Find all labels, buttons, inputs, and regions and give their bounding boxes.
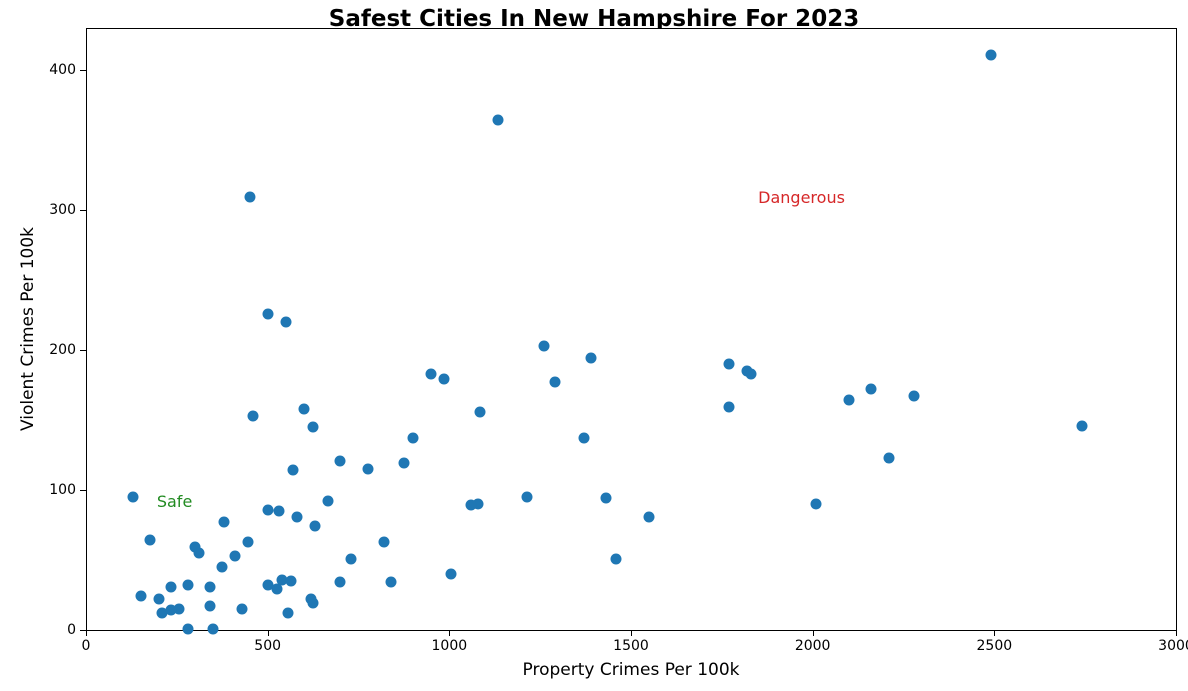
data-point [288,465,299,476]
data-point [280,317,291,328]
data-point [204,601,215,612]
annotation-label: Dangerous [758,188,845,207]
data-point [237,604,248,615]
data-point [549,377,560,388]
data-point [291,511,302,522]
x-tick-label: 1000 [432,638,468,654]
y-tick [80,630,86,631]
data-point [153,594,164,605]
y-tick [80,70,86,71]
data-point [398,458,409,469]
data-point [166,605,177,616]
data-point [378,536,389,547]
annotation-label: Safe [157,492,192,511]
data-point [217,562,228,573]
x-tick-label: 0 [82,638,91,654]
data-point [273,506,284,517]
x-tick-label: 2500 [977,638,1013,654]
data-point [299,403,310,414]
data-point [985,49,996,60]
data-point [248,410,259,421]
data-point [306,594,317,605]
data-point [844,395,855,406]
data-point [426,368,437,379]
data-point [538,340,549,351]
data-point [282,608,293,619]
data-point [204,581,215,592]
data-point [135,591,146,602]
data-point [522,492,533,503]
x-tick-label: 1500 [613,638,649,654]
data-point [262,308,273,319]
data-point [335,577,346,588]
scatter-chart: Safest Cities In New Hampshire For 2023 … [0,0,1188,691]
x-tick [631,630,632,636]
data-point [219,517,230,528]
data-point [362,464,373,475]
y-tick [80,350,86,351]
data-point [271,584,282,595]
x-tick [449,630,450,636]
y-axis-line [86,28,87,630]
y-axis-label: Violent Crimes Per 100k [18,227,38,431]
data-point [1076,420,1087,431]
data-point [193,548,204,559]
data-point [182,580,193,591]
data-point [182,623,193,634]
data-point [244,192,255,203]
y-tick-label: 0 [44,622,76,638]
data-point [644,511,655,522]
data-point [724,402,735,413]
y-tick-label: 400 [44,62,76,78]
y-tick-label: 300 [44,202,76,218]
data-point [335,455,346,466]
data-point [578,433,589,444]
data-point [144,535,155,546]
y-tick [80,210,86,211]
x-tick [994,630,995,636]
data-point [745,368,756,379]
data-point [229,550,240,561]
data-point [475,406,486,417]
x-tick-label: 3000 [1158,638,1188,654]
data-point [309,521,320,532]
data-point [308,422,319,433]
data-point [466,500,477,511]
x-tick [268,630,269,636]
data-point [865,384,876,395]
data-point [346,553,357,564]
data-point [586,353,597,364]
x-tick-label: 2000 [795,638,831,654]
data-point [322,496,333,507]
data-point [611,553,622,564]
x-tick [86,630,87,636]
data-point [883,452,894,463]
data-point [286,576,297,587]
y-tick [80,490,86,491]
x-axis-label: Property Crimes Per 100k [523,660,740,680]
x-tick-label: 500 [254,638,281,654]
data-point [600,493,611,504]
data-point [811,499,822,510]
x-tick [1176,630,1177,636]
x-tick [813,630,814,636]
data-point [724,359,735,370]
data-point [438,374,449,385]
y-tick-label: 100 [44,482,76,498]
data-point [166,581,177,592]
data-point [128,492,139,503]
data-point [446,569,457,580]
data-point [262,504,273,515]
data-point [909,391,920,402]
data-point [208,623,219,634]
data-point [386,577,397,588]
data-point [408,433,419,444]
data-point [242,536,253,547]
data-point [493,115,504,126]
y-tick-label: 200 [44,342,76,358]
